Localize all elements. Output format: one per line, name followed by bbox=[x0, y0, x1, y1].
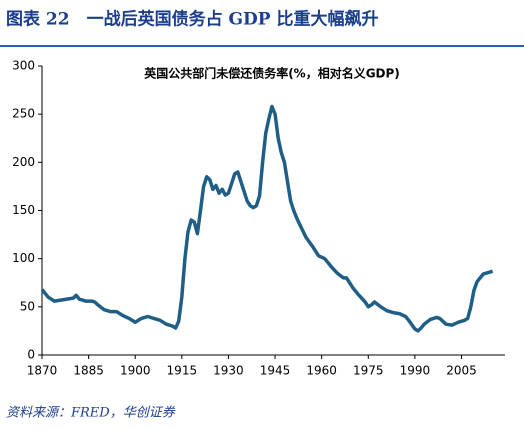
y-tick-label: 100 bbox=[12, 251, 35, 265]
y-tick-label: 300 bbox=[12, 59, 35, 73]
chart-subtitle: 英国公共部门未偿还债务率(%，相对名义GDP) bbox=[144, 66, 400, 81]
debt-line bbox=[40, 104, 494, 333]
x-tick-label: 1915 bbox=[167, 364, 198, 378]
x-tick-label: 1975 bbox=[353, 364, 384, 378]
x-tick-label: 2005 bbox=[446, 364, 477, 378]
y-tick-label: 150 bbox=[12, 203, 35, 217]
y-tick-label: 250 bbox=[12, 107, 35, 121]
x-tick-label: 1885 bbox=[73, 364, 104, 378]
x-tick-label: 1990 bbox=[400, 364, 431, 378]
x-tick-label: 1870 bbox=[27, 364, 58, 378]
x-tick-label: 1900 bbox=[120, 364, 151, 378]
figure-title: 图表 22 一战后英国债务占 GDP 比重大幅飙升 bbox=[6, 9, 378, 30]
x-tick-label: 1945 bbox=[260, 364, 291, 378]
x-tick-label: 1930 bbox=[213, 364, 244, 378]
y-tick-label: 50 bbox=[20, 299, 35, 313]
y-tick-label: 0 bbox=[27, 348, 35, 362]
y-tick-label: 200 bbox=[12, 155, 35, 169]
x-tick-label: 1960 bbox=[306, 364, 337, 378]
source-note: 资料来源：FRED，华创证券 bbox=[6, 406, 176, 421]
